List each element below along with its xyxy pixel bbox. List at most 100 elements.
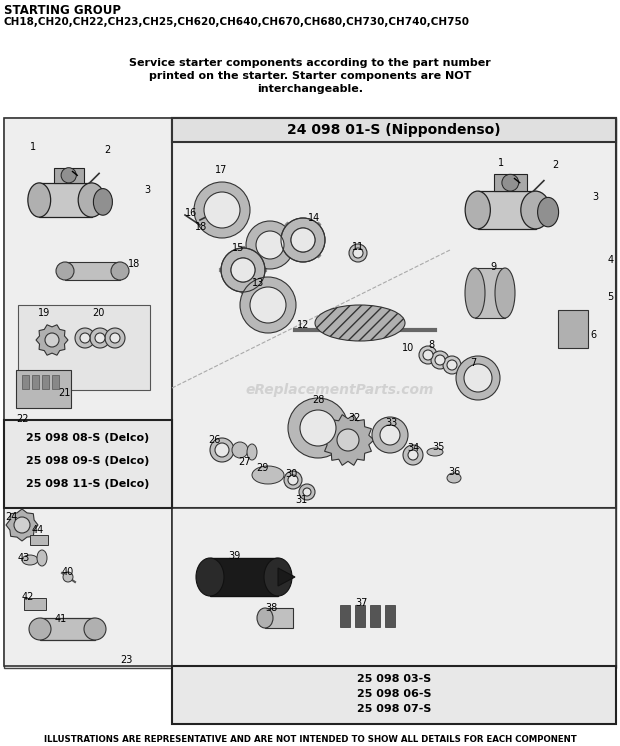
Bar bbox=[18, 305, 150, 390]
Ellipse shape bbox=[95, 333, 105, 343]
Text: 25 098 06-S: 25 098 06-S bbox=[356, 689, 432, 699]
Bar bbox=[30, 535, 48, 545]
Text: 25 098 09-S (Delco): 25 098 09-S (Delco) bbox=[26, 456, 149, 466]
Ellipse shape bbox=[299, 484, 315, 500]
Text: 4: 4 bbox=[608, 255, 614, 265]
Ellipse shape bbox=[419, 346, 437, 364]
Text: 44: 44 bbox=[32, 525, 44, 535]
Ellipse shape bbox=[372, 417, 408, 453]
Ellipse shape bbox=[45, 333, 59, 347]
Ellipse shape bbox=[521, 191, 550, 229]
Text: 11: 11 bbox=[352, 242, 365, 252]
Ellipse shape bbox=[423, 350, 433, 360]
Text: 7: 7 bbox=[470, 358, 476, 368]
Text: STARTING GROUP: STARTING GROUP bbox=[4, 4, 121, 17]
Text: interchangeable.: interchangeable. bbox=[257, 84, 363, 94]
Bar bbox=[24, 598, 46, 610]
Polygon shape bbox=[322, 415, 374, 466]
Text: 40: 40 bbox=[62, 567, 74, 577]
Bar bbox=[172, 508, 616, 666]
Ellipse shape bbox=[349, 244, 367, 262]
Ellipse shape bbox=[215, 443, 229, 457]
Text: 2: 2 bbox=[104, 145, 110, 155]
Text: 15: 15 bbox=[232, 243, 244, 253]
Ellipse shape bbox=[464, 364, 492, 392]
Text: 25 098 03-S: 25 098 03-S bbox=[357, 674, 431, 684]
Ellipse shape bbox=[284, 471, 302, 489]
Ellipse shape bbox=[84, 618, 106, 640]
Ellipse shape bbox=[22, 555, 38, 565]
Ellipse shape bbox=[56, 262, 74, 280]
Text: eReplacementParts.com: eReplacementParts.com bbox=[246, 383, 434, 397]
Text: CH18,CH20,CH22,CH23,CH25,CH620,CH640,CH670,CH680,CH730,CH740,CH750: CH18,CH20,CH22,CH23,CH25,CH620,CH640,CH6… bbox=[4, 17, 470, 27]
Text: 19: 19 bbox=[38, 308, 50, 318]
Ellipse shape bbox=[90, 328, 110, 348]
Ellipse shape bbox=[78, 183, 105, 217]
Ellipse shape bbox=[194, 182, 250, 238]
Text: 33: 33 bbox=[385, 418, 397, 428]
Bar bbox=[475, 268, 505, 318]
Text: 6: 6 bbox=[590, 330, 596, 340]
Text: 12: 12 bbox=[297, 320, 309, 330]
Ellipse shape bbox=[14, 517, 30, 533]
Ellipse shape bbox=[264, 558, 292, 596]
Ellipse shape bbox=[353, 248, 363, 258]
Ellipse shape bbox=[196, 558, 224, 596]
Text: 38: 38 bbox=[265, 603, 277, 613]
Text: 41: 41 bbox=[55, 614, 67, 624]
Ellipse shape bbox=[80, 333, 90, 343]
Ellipse shape bbox=[28, 183, 51, 217]
Ellipse shape bbox=[291, 228, 315, 252]
Ellipse shape bbox=[111, 262, 129, 280]
Ellipse shape bbox=[435, 355, 445, 365]
Ellipse shape bbox=[456, 356, 500, 400]
Ellipse shape bbox=[447, 473, 461, 483]
Ellipse shape bbox=[63, 572, 73, 582]
Bar bbox=[4, 118, 172, 508]
Bar bbox=[22, 375, 29, 389]
Text: 31: 31 bbox=[295, 495, 308, 505]
Polygon shape bbox=[278, 568, 295, 586]
Ellipse shape bbox=[380, 425, 400, 445]
Text: 21: 21 bbox=[58, 388, 71, 398]
Text: Service starter components according to the part number: Service starter components according to … bbox=[129, 58, 491, 68]
Bar bbox=[370, 605, 380, 627]
Ellipse shape bbox=[210, 438, 234, 462]
Text: 18: 18 bbox=[128, 259, 140, 269]
Text: 22: 22 bbox=[16, 414, 29, 424]
Ellipse shape bbox=[337, 429, 359, 451]
Ellipse shape bbox=[288, 398, 348, 458]
Text: 20: 20 bbox=[92, 308, 104, 318]
Bar bbox=[172, 666, 616, 724]
Text: 13: 13 bbox=[252, 278, 264, 288]
Text: 9: 9 bbox=[490, 262, 496, 272]
Text: 24 098 01-S (Nippondenso): 24 098 01-S (Nippondenso) bbox=[287, 123, 501, 137]
Ellipse shape bbox=[408, 450, 418, 460]
Bar bbox=[385, 605, 395, 627]
Text: 34: 34 bbox=[407, 443, 419, 453]
Text: 18: 18 bbox=[195, 222, 207, 232]
Text: 24: 24 bbox=[5, 512, 17, 522]
Ellipse shape bbox=[257, 608, 273, 628]
Text: 29: 29 bbox=[256, 463, 268, 473]
Bar bbox=[4, 118, 616, 668]
Ellipse shape bbox=[231, 258, 255, 282]
Text: 23: 23 bbox=[120, 655, 133, 665]
Ellipse shape bbox=[431, 351, 449, 369]
Ellipse shape bbox=[443, 356, 461, 374]
Ellipse shape bbox=[232, 442, 248, 458]
Bar bbox=[53, 168, 84, 183]
Ellipse shape bbox=[247, 444, 257, 460]
Text: 43: 43 bbox=[18, 553, 30, 563]
Text: printed on the starter. Starter components are NOT: printed on the starter. Starter componen… bbox=[149, 71, 471, 81]
Ellipse shape bbox=[204, 192, 240, 228]
Bar bbox=[172, 118, 616, 142]
Ellipse shape bbox=[303, 488, 311, 496]
Ellipse shape bbox=[447, 360, 457, 370]
Bar bbox=[4, 420, 172, 508]
Bar bbox=[265, 608, 293, 628]
Text: 3: 3 bbox=[592, 192, 598, 202]
Text: 2: 2 bbox=[552, 160, 558, 170]
Ellipse shape bbox=[288, 475, 298, 485]
Text: 1: 1 bbox=[30, 142, 36, 152]
